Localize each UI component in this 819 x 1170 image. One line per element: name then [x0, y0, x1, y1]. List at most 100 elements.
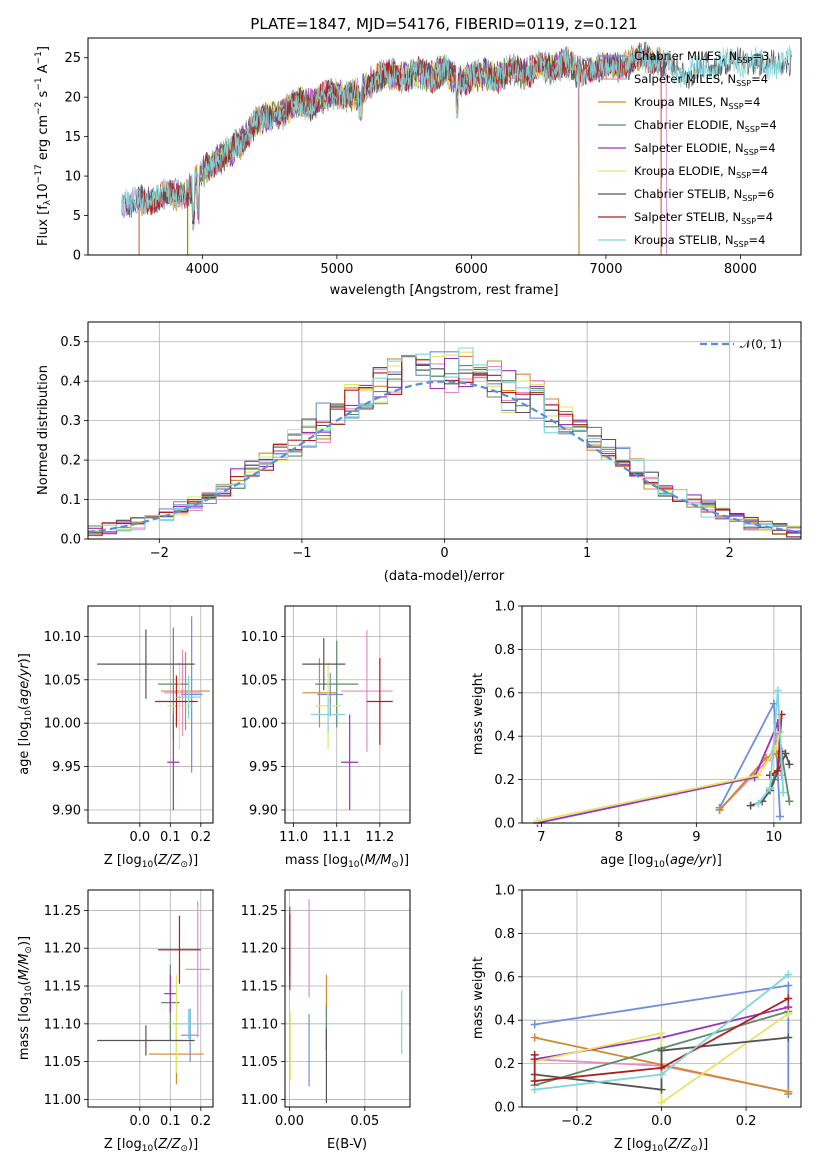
massweight-vs-metallicity-point-marker — [784, 994, 793, 1003]
age-vs-metallicity-ytick-label: 10.00 — [44, 717, 81, 732]
massweight-vs-age-point-marker — [766, 784, 774, 793]
massweight-vs-metallicity-point-marker — [530, 1076, 539, 1085]
massweight-vs-metallicity-point-marker — [530, 1033, 539, 1042]
spectrum-legend-label: Salpeter MILES, NSSP=4 — [634, 72, 768, 88]
massweight-vs-age-ticks: 7 8 9 10 0.0 0.2 0.4 0.6 0.8 1.0 — [494, 600, 782, 846]
massweight-vs-age-lines — [533, 686, 794, 827]
massweight-vs-metallicity-ytick-label: 0.2 — [494, 1057, 515, 1072]
spectrum-legend-label: Chabrier STELIB, NSSP=6 — [634, 187, 774, 203]
spectrum-panel: PLATE=1847, MJD=54176, FIBERID=0119, z=0… — [34, 15, 802, 298]
massweight-vs-metallicity-ticks: −0.2 0.0 0.2 0.0 0.2 0.4 0.6 0.8 1.0 — [494, 884, 756, 1130]
massweight-vs-age-xtick-label: 7 — [537, 830, 545, 845]
massweight-vs-age-ylabel: mass weight — [471, 673, 486, 755]
residuals-xtick-label: 2 — [726, 546, 734, 561]
massweight-vs-metallicity-ytick-label: 0.4 — [494, 1014, 515, 1029]
residuals-ytick-label: 0.3 — [60, 414, 81, 429]
massweight-vs-metallicity-point-marker — [657, 1046, 666, 1055]
massweight-vs-age-xlabel: age [log10(age/yr)] — [600, 853, 722, 870]
age-vs-mass-ytick-label: 10.10 — [241, 630, 278, 645]
residuals-frame — [87, 321, 802, 540]
mass-vs-metallicity-ytick-label: 11.20 — [44, 942, 81, 957]
age-vs-mass-xtick-label: 11.0 — [279, 830, 308, 845]
spectrum-series-line — [121, 45, 792, 222]
mass-vs-metallicity-ytick-label: 11.00 — [44, 1093, 81, 1108]
age-vs-metallicity-ylabel: age [log10(age/yr)] — [17, 653, 34, 775]
massweight-vs-metallicity-ytick-label: 0.8 — [494, 927, 515, 942]
massweight-vs-age-ytick-label: 0.8 — [494, 643, 515, 658]
massweight-vs-age-point-marker — [746, 801, 755, 810]
spectrum-legend: Chabrier MILES, NSSP=3 Salpeter MILES, NS… — [598, 49, 777, 249]
spectrum-ylabel: Flux [fλ10−17 erg cm−2 s−1 A−1] — [34, 46, 53, 246]
spectrum-legend-label: Chabrier MILES, NSSP=3 — [634, 49, 769, 65]
spectrum-ytick-label: 0 — [73, 249, 81, 264]
age-vs-metallicity-ytick-label: 9.90 — [52, 803, 81, 818]
residuals-ylabel: Normed distribution — [36, 365, 51, 495]
residuals-panel: −2 −1 0 1 2 0.0 0.1 0.2 0.3 0.4 0.5 𝒩(0, 1) (data-… — [36, 321, 802, 584]
massweight-vs-age-point-marker — [773, 766, 782, 775]
mass-vs-metallicity-ytick-label: 11.15 — [44, 980, 81, 995]
spectrum-ytick-label: 25 — [64, 51, 81, 66]
massweight-vs-metallicity-panel: −0.2 0.0 0.2 0.0 0.2 0.4 0.6 0.8 1.0 Z [log10(Z/… — [471, 884, 802, 1154]
age-vs-metallicity-xtick-label: 0.0 — [129, 830, 150, 845]
massweight-vs-metallicity-ytick-label: 1.0 — [494, 884, 515, 899]
massweight-vs-metallicity-point-marker — [530, 1085, 539, 1094]
spectrum-xtick-label: 4000 — [186, 262, 219, 277]
age-vs-metallicity-ytick-label: 9.95 — [52, 760, 81, 775]
residuals-xlabel: (data-model)/error — [384, 569, 505, 584]
mass-vs-ebv-ytick-label: 11.10 — [241, 1017, 278, 1032]
massweight-vs-metallicity-point-marker — [530, 1020, 539, 1029]
spectrum-legend-label: Salpeter ELODIE, NSSP=4 — [634, 141, 776, 157]
massweight-vs-metallicity-point-marker — [784, 1009, 793, 1018]
residuals-xtick-label: −2 — [150, 546, 169, 561]
mass-vs-metallicity-xtick-label: 0.0 — [129, 1114, 150, 1129]
massweight-vs-age-xtick-label: 10 — [766, 830, 783, 845]
massweight-vs-age-frame — [521, 605, 802, 824]
massweight-vs-age-point-marker — [715, 805, 724, 814]
mass-vs-metallicity-frame — [87, 889, 214, 1108]
massweight-vs-metallicity-lines — [530, 970, 793, 1107]
mass-vs-metallicity-ytick-label: 11.05 — [44, 1055, 81, 1070]
massweight-vs-age-ytick-label: 0.2 — [494, 773, 515, 788]
massweight-vs-metallicity-point-marker — [784, 981, 793, 990]
age-vs-metallicity-ticks: 0.0 0.1 0.2 9.90 9.95 10.00 10.05 10.10 — [44, 630, 211, 845]
residuals-ytick-label: 0.5 — [60, 335, 81, 350]
mass-vs-metallicity-xtick-label: 0.2 — [190, 1114, 211, 1129]
age-vs-mass-errorbars — [302, 630, 393, 810]
residuals-xtick-label: 1 — [583, 546, 591, 561]
spectrum-legend-label: Kroupa STELIB, NSSP=4 — [634, 233, 765, 249]
age-vs-mass-ytick-label: 10.00 — [241, 717, 278, 732]
mass-vs-metallicity-ticks: 0.0 0.1 0.2 11.00 11.05 11.10 11.15 11.20 11.25 — [44, 904, 211, 1129]
age-vs-metallicity-panel: 0.0 0.1 0.2 9.90 9.95 10.00 10.05 10.10 Z [log1… — [17, 605, 214, 870]
massweight-vs-metallicity-ylabel: mass weight — [471, 957, 486, 1039]
residuals-ytick-label: 0.1 — [60, 493, 81, 508]
age-vs-mass-ytick-label: 9.95 — [249, 760, 278, 775]
massweight-vs-age-xtick-label: 9 — [692, 830, 700, 845]
mass-vs-ebv-ytick-label: 11.15 — [241, 980, 278, 995]
massweight-vs-age-series-line — [537, 731, 781, 822]
mass-vs-metallicity-ylabel: mass [log10(M/M⊙)] — [17, 936, 34, 1060]
massweight-vs-age-ytick-label: 0.4 — [494, 730, 515, 745]
spectrum-ytick-label: 20 — [64, 91, 81, 106]
age-vs-metallicity-xlabel: Z [log10(Z/Z⊙)] — [104, 853, 198, 870]
massweight-vs-age-point-marker — [785, 760, 794, 769]
mass-vs-ebv-ytick-label: 11.05 — [241, 1055, 278, 1070]
residuals-ytick-label: 0.0 — [60, 533, 81, 548]
spectrum-xtick-label: 6000 — [455, 262, 488, 277]
age-vs-mass-xtick-label: 11.1 — [322, 830, 351, 845]
age-vs-metallicity-errorbars — [97, 616, 210, 810]
spectrum-ytick-label: 15 — [64, 130, 81, 145]
gaussian-curve — [87, 380, 802, 534]
spectrum-legend-label: Chabrier ELODIE, NSSP=4 — [634, 118, 777, 134]
age-vs-mass-ytick-label: 10.05 — [241, 673, 278, 688]
massweight-vs-metallicity-point-marker — [784, 1087, 793, 1096]
age-vs-metallicity-ytick-label: 10.05 — [44, 673, 81, 688]
age-vs-mass-ytick-label: 9.90 — [249, 803, 278, 818]
massweight-vs-age-point-marker — [754, 771, 763, 780]
massweight-vs-age-xtick-label: 8 — [615, 830, 623, 845]
massweight-vs-metallicity-point-marker — [657, 1070, 666, 1079]
mass-vs-ebv-errorbars — [289, 899, 403, 1104]
massweight-vs-age-point-marker — [754, 799, 763, 808]
massweight-vs-metallicity-ytick-label: 0.0 — [494, 1101, 515, 1116]
mass-vs-ebv-frame — [284, 889, 411, 1108]
residuals-legend: 𝒩(0, 1) — [700, 337, 782, 351]
